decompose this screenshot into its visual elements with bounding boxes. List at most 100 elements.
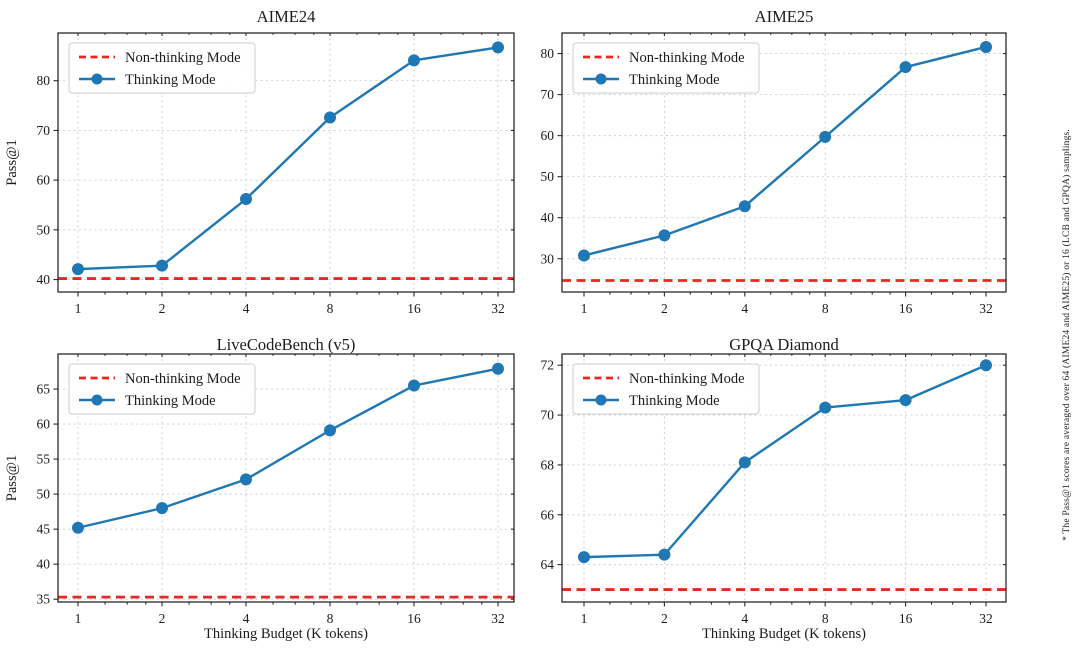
x-axis-label: Thinking Budget (K tokens) <box>204 626 368 642</box>
data-point-marker <box>819 130 832 143</box>
data-point-marker <box>980 40 992 53</box>
axis-ticks <box>53 33 514 297</box>
chart-title: AIME25 <box>755 7 814 26</box>
legend-label-non-thinking: Non-thinking Mode <box>125 50 241 66</box>
x-tick-label: 8 <box>822 611 829 626</box>
x-tick-label: 2 <box>661 611 668 626</box>
y-tick-label: 50 <box>37 487 51 502</box>
legend-label-thinking: Thinking Mode <box>125 72 216 88</box>
y-tick-label: 40 <box>541 210 555 225</box>
chart-title: AIME24 <box>257 7 316 26</box>
data-point-marker <box>156 259 168 272</box>
x-tick-label: 8 <box>327 301 334 316</box>
y-tick-label: 60 <box>37 173 51 188</box>
data-point-marker <box>408 54 420 67</box>
data-point-marker <box>899 394 912 407</box>
legend-label-non-thinking: Non-thinking Mode <box>629 371 745 387</box>
data-point-marker <box>240 193 252 206</box>
legend: Non-thinking Mode Thinking Mode <box>68 363 256 415</box>
y-tick-label: 35 <box>37 592 51 607</box>
legend-label-non-thinking: Non-thinking Mode <box>125 371 241 387</box>
legend: Non-thinking Mode Thinking Mode <box>68 42 256 94</box>
x-tick-label: 2 <box>159 301 166 316</box>
x-tick-label: 16 <box>407 301 421 316</box>
axis-ticks <box>557 354 1006 607</box>
data-point-marker <box>658 229 671 242</box>
data-point-marker <box>738 200 751 213</box>
x-tick-label: 16 <box>407 611 421 626</box>
chart-gpqa-diamond: 1 2 4 8 16 32 64 66 68 70 72 GPQA Diamond Thinking B… <box>535 335 1030 669</box>
legend-box <box>68 42 256 94</box>
y-tick-label: 70 <box>541 408 555 423</box>
y-tick-label: 40 <box>37 272 51 287</box>
x-tick-label: 4 <box>243 301 250 316</box>
y-tick-label: 60 <box>541 128 555 143</box>
data-point-marker <box>819 401 832 414</box>
x-tick-label: 32 <box>979 611 993 626</box>
x-tick-label: 32 <box>491 611 505 626</box>
x-tick-label: 4 <box>741 611 748 626</box>
x-tick-label: 16 <box>899 301 913 316</box>
grid <box>58 354 514 602</box>
data-point-marker <box>72 263 84 276</box>
thinking-line <box>77 46 499 271</box>
y-tick-label: 40 <box>37 557 51 572</box>
data-point-marker <box>658 548 671 561</box>
data-point-marker <box>408 379 420 392</box>
legend-thinking-marker <box>595 73 607 85</box>
data-point-marker <box>899 61 912 74</box>
x-tick-label: 1 <box>581 301 588 316</box>
legend-label-thinking: Thinking Mode <box>125 393 216 409</box>
x-tick-label: 1 <box>75 611 82 626</box>
axis-ticks <box>557 33 1006 297</box>
plot-border <box>561 353 1007 603</box>
legend-label-thinking: Thinking Mode <box>629 393 720 409</box>
data-point-marker <box>492 41 504 54</box>
y-tick-label: 55 <box>37 452 51 467</box>
y-tick-label: 64 <box>541 557 555 572</box>
y-tick-label: 72 <box>541 358 555 373</box>
legend-thinking-marker <box>91 73 103 85</box>
y-tick-label: 65 <box>37 382 51 397</box>
legend: Non-thinking Mode Thinking Mode <box>572 42 760 94</box>
data-point-marker <box>156 502 168 515</box>
legend-thinking-marker <box>595 394 607 406</box>
legend-label-thinking: Thinking Mode <box>629 72 720 88</box>
x-tick-label: 1 <box>75 301 82 316</box>
y-tick-label: 80 <box>541 46 555 61</box>
axis-ticks <box>53 354 514 607</box>
data-point-marker <box>324 424 336 437</box>
data-point-marker <box>738 456 751 469</box>
chart-livecodebench-v5: 1 2 4 8 16 32 35 40 45 50 55 60 65 LiveCodeBench (v5)… <box>0 335 530 669</box>
x-tick-label: 32 <box>979 301 993 316</box>
plot-border <box>57 32 515 293</box>
y-tick-label: 45 <box>37 522 51 537</box>
data-point-marker <box>324 111 336 124</box>
y-tick-label: 60 <box>37 417 51 432</box>
x-tick-label: 8 <box>327 611 334 626</box>
thinking-line <box>77 367 499 529</box>
y-tick-label: 50 <box>37 222 51 237</box>
legend-label-non-thinking: Non-thinking Mode <box>629 50 745 66</box>
y-tick-label: 70 <box>37 123 51 138</box>
x-tick-label: 8 <box>822 301 829 316</box>
x-tick-label: 2 <box>159 611 166 626</box>
data-point-marker <box>72 521 84 534</box>
y-axis-label: Pass@1 <box>4 455 20 501</box>
chart-title: GPQA Diamond <box>729 335 839 354</box>
x-tick-label: 2 <box>661 301 668 316</box>
x-tick-label: 16 <box>899 611 913 626</box>
y-axis-label: Pass@1 <box>4 139 20 185</box>
thinking-line <box>583 364 987 559</box>
legend-box <box>572 42 760 94</box>
data-point-marker <box>578 249 590 262</box>
legend-box <box>572 363 760 415</box>
legend-thinking-marker <box>91 394 103 406</box>
y-tick-label: 68 <box>541 457 555 472</box>
data-point-marker <box>980 359 992 372</box>
x-tick-label: 4 <box>741 301 748 316</box>
x-axis-label: Thinking Budget (K tokens) <box>702 626 866 642</box>
chart-title: LiveCodeBench (v5) <box>217 335 356 354</box>
plot-border <box>561 32 1007 293</box>
chart-aime25: 1 2 4 8 16 32 30 40 50 60 70 80 AIME25 Non-thinking M… <box>535 0 1030 333</box>
